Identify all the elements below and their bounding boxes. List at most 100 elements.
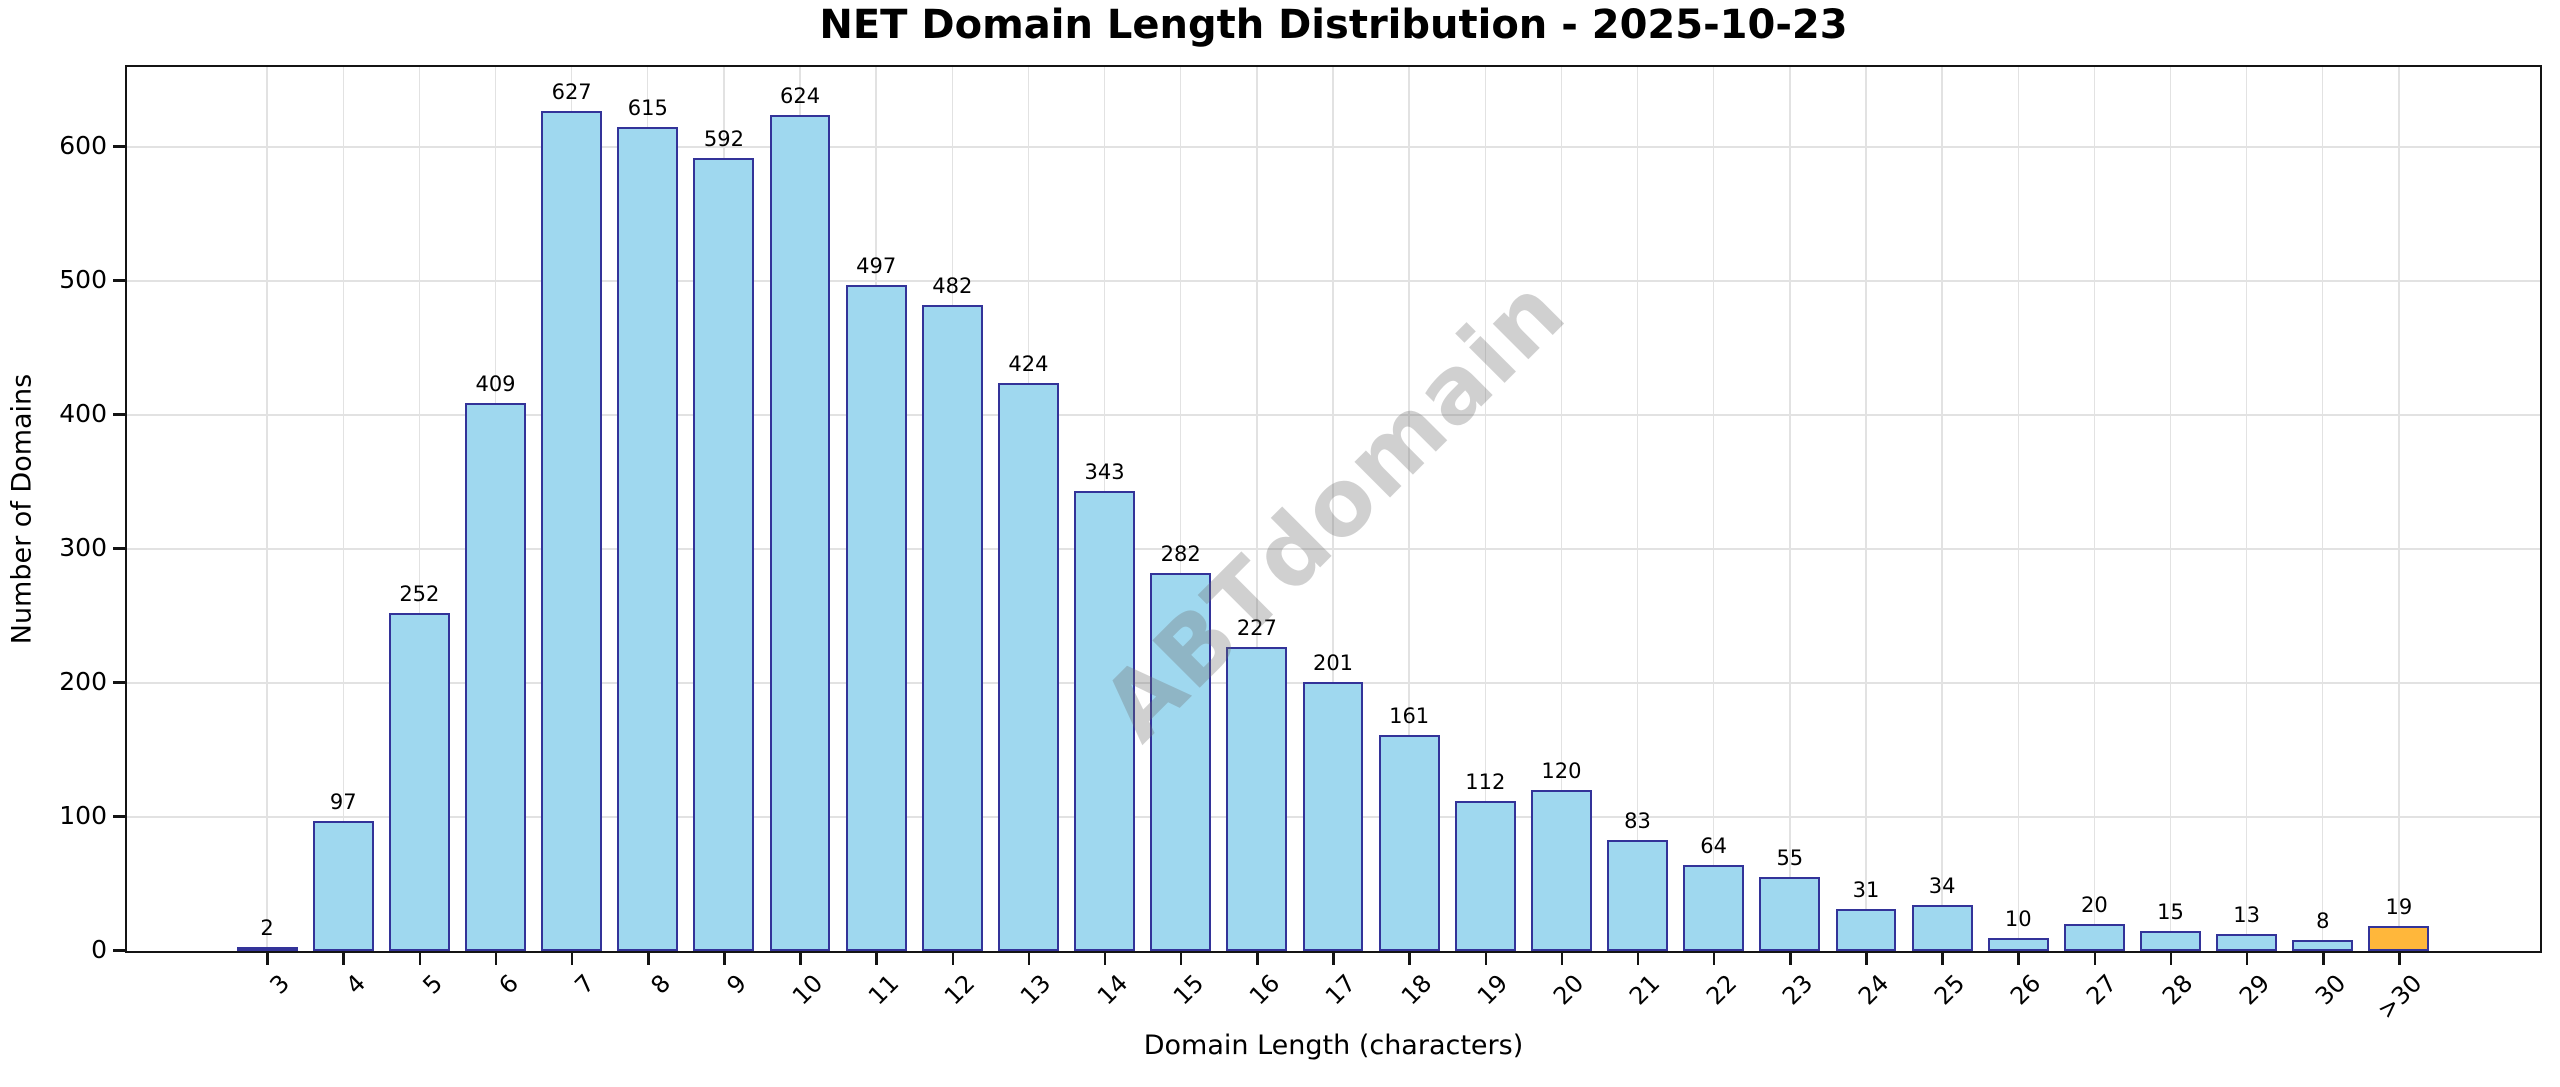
bar-value-label: 83 [1624, 808, 1651, 833]
x-tick-label: 24 [1852, 969, 1895, 1011]
x-tick-label: 25 [1928, 969, 1971, 1011]
bar-17 [1302, 681, 1364, 951]
x-tick-mark [1103, 953, 1107, 965]
x-tick-label: >30 [2371, 969, 2428, 1025]
bar-value-label: 10 [2004, 906, 2032, 931]
x-tick-mark [1560, 953, 1564, 965]
y-tick-mark [113, 815, 125, 818]
x-tick-label: 21 [1624, 969, 1666, 1011]
x-tick-mark [1179, 953, 1183, 965]
x-tick-mark [1789, 953, 1792, 965]
x-tick-mark [494, 953, 498, 965]
x-tick-label: 28 [2157, 969, 2199, 1011]
bar-value-label: 161 [1389, 704, 1430, 729]
x-gridline [2017, 67, 2019, 951]
x-tick-mark [266, 953, 269, 965]
x-tick-label: 19 [1472, 969, 1514, 1011]
x-gridline [1332, 67, 1334, 951]
x-gridline [1256, 67, 1258, 951]
x-tick-label: 29 [2233, 969, 2275, 1011]
x-tick-label: 30 [2309, 969, 2352, 1011]
bar-27 [2063, 924, 2125, 951]
x-tick-mark [1256, 953, 1259, 965]
x-tick-mark [1332, 953, 1335, 965]
bar-value-label: 624 [779, 83, 821, 108]
x-tick-label: 22 [1700, 969, 1742, 1011]
bar-value-label: 8 [2316, 909, 2330, 934]
bar-value-label: 252 [399, 582, 440, 607]
x-gridline [2093, 67, 2096, 951]
x-tick-mark [1941, 953, 1944, 965]
x-tick-label: 20 [1548, 969, 1590, 1011]
x-tick-label: 5 [417, 969, 448, 1000]
x-tick-mark [342, 953, 345, 965]
bar-value-label: 497 [856, 254, 897, 279]
x-gridline [2398, 67, 2400, 951]
x-tick-label: 8 [645, 969, 677, 1000]
bar-value-label: 424 [1008, 351, 1049, 376]
x-gridline [266, 67, 268, 951]
x-gridline [1408, 67, 1410, 951]
x-tick-label: 17 [1319, 969, 1362, 1011]
bar-3 [236, 946, 298, 951]
bar-value-label: 31 [1852, 878, 1880, 903]
x-gridline [1560, 67, 1563, 951]
bar-15 [1150, 573, 1212, 951]
x-tick-mark [1636, 953, 1640, 965]
x-tick-mark [2245, 953, 2249, 965]
bar->30 [2368, 925, 2430, 951]
x-gridline [1712, 67, 1715, 951]
bar-5 [388, 613, 450, 951]
x-tick-label: 18 [1396, 969, 1438, 1011]
y-tick-mark [113, 547, 125, 550]
x-tick-label: 23 [1776, 969, 1819, 1011]
bar-13 [998, 382, 1059, 951]
bar-14 [1074, 491, 1136, 951]
x-tick-label: 16 [1243, 969, 1286, 1011]
plot-area: ABTdomain 2 97 252 409 627 615 592 624 497 482 424… [125, 65, 2542, 953]
x-tick-label: 9 [721, 969, 753, 1000]
x-tick-label: 6 [493, 969, 524, 1000]
bar-value-label: 15 [2157, 899, 2184, 924]
x-tick-mark [875, 953, 878, 965]
bar-value-label: 282 [1160, 542, 1201, 567]
bar-9 [693, 157, 755, 951]
bar-25 [1911, 905, 1973, 951]
x-tick-label: 11 [863, 969, 905, 1011]
y-tick-mark [113, 413, 125, 416]
x-tick-mark [570, 953, 574, 965]
x-gridline [418, 67, 421, 951]
x-tick-mark [2017, 953, 2020, 965]
bar-value-label: 112 [1465, 769, 1506, 794]
bar-22 [1683, 865, 1745, 951]
bar-value-label: 120 [1541, 759, 1582, 784]
x-gridline [1941, 67, 1943, 951]
x-tick-label: 4 [340, 969, 372, 1000]
x-tick-mark [647, 953, 650, 965]
bar-20 [1530, 790, 1592, 951]
x-tick-label: 13 [1015, 969, 1057, 1011]
x-gridline [1865, 67, 1867, 951]
bar-value-label: 34 [1928, 874, 1956, 899]
bar-value-label: 20 [2080, 893, 2108, 918]
chart-title: NET Domain Length Distribution - 2025-10… [819, 2, 1848, 48]
x-tick-label: 14 [1091, 969, 1133, 1011]
x-tick-label: 27 [2081, 969, 2123, 1011]
bar-value-label: 482 [932, 274, 973, 299]
x-tick-mark [723, 953, 726, 965]
x-gridline [2245, 67, 2248, 951]
bar-value-label: 19 [2385, 894, 2413, 919]
bar-18 [1378, 735, 1440, 951]
y-tick-label: 100 [59, 800, 107, 830]
y-tick-label: 300 [59, 532, 107, 562]
x-tick-mark [1027, 953, 1031, 965]
x-axis-label: Domain Length (characters) [1143, 1030, 1524, 1061]
x-gridline [1484, 67, 1486, 951]
x-gridline [2169, 67, 2172, 951]
bar-6 [465, 402, 526, 951]
y-tick-label: 200 [59, 666, 107, 696]
y-tick-mark [113, 145, 125, 148]
bar-value-label: 2 [260, 915, 274, 940]
bar-26 [1987, 937, 2049, 951]
